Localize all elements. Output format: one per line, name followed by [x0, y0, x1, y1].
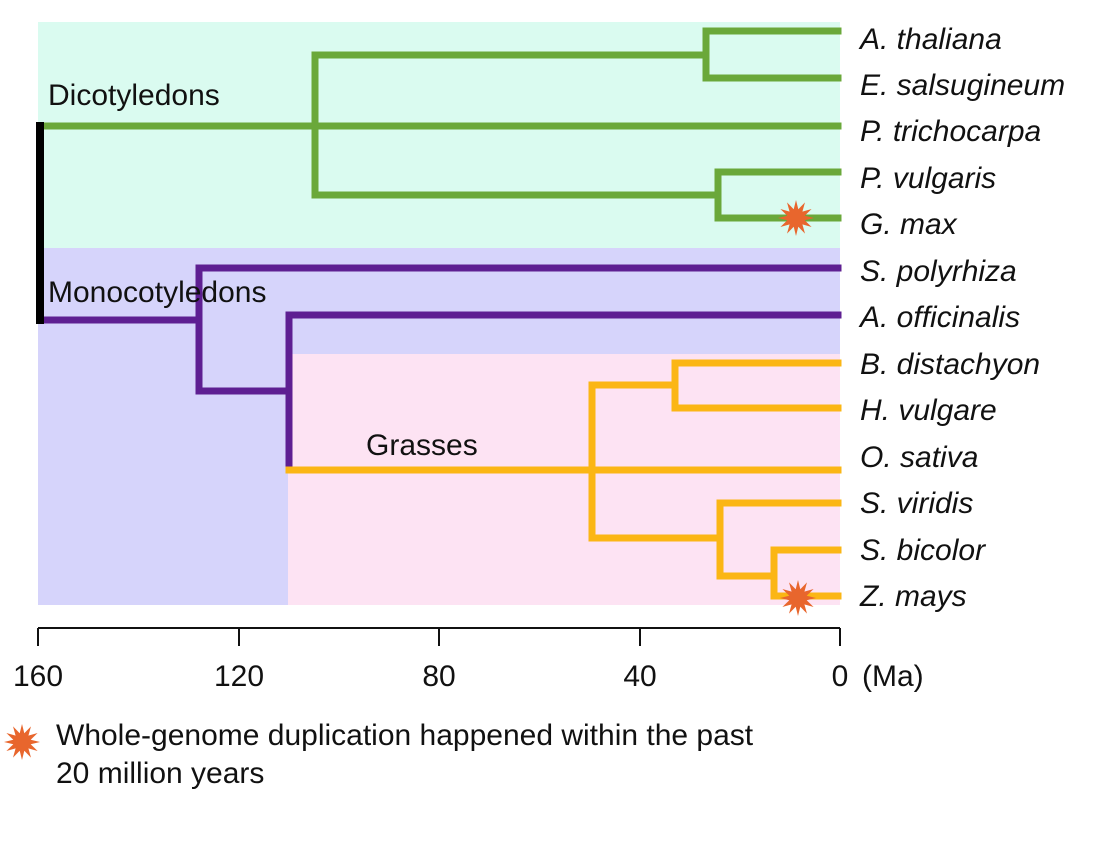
grass-background: [288, 354, 840, 605]
axis-tick-label: 40: [623, 660, 656, 693]
time-axis: [37, 627, 841, 646]
axis-tick-label: 120: [214, 660, 264, 693]
species-label: P. vulgaris: [860, 162, 996, 195]
species-label: B. distachyon: [860, 348, 1040, 381]
axis-unit-label: (Ma): [862, 660, 924, 693]
clade-label-monocots: Monocotyledons: [48, 276, 266, 309]
clade-label-dicots: Dicotyledons: [48, 79, 220, 112]
tree-branches: [36, 27, 842, 600]
axis-tick-label: 0: [832, 660, 849, 693]
legend-line-2: 20 million years: [56, 757, 265, 790]
axis-tick-label: 160: [13, 660, 63, 693]
species-label: S. bicolor: [860, 534, 986, 567]
species-label: A. officinalis: [858, 301, 1020, 334]
species-label: S. polyrhiza: [860, 255, 1017, 288]
species-label: G. max: [860, 208, 958, 241]
legend-star-shape: [4, 724, 40, 760]
species-label: S. viridis: [860, 487, 973, 520]
species-label: E. salsugineum: [860, 69, 1065, 102]
legend-line-1: Whole-genome duplication happened within…: [56, 719, 754, 752]
species-label: A. thaliana: [858, 23, 1002, 56]
species-label: O. sativa: [860, 441, 978, 474]
species-label: P. trichocarpa: [860, 115, 1041, 148]
clade-label-grasses: Grasses: [366, 429, 478, 462]
species-label: H. vulgare: [860, 394, 997, 427]
legend-star-icon: [4, 724, 40, 760]
axis-tick-label: 80: [422, 660, 455, 693]
wgd-star-icon-gmax: [778, 200, 814, 236]
legend-text: Whole-genome duplication happened within…: [56, 717, 956, 793]
wgd-star-icon-zmays: [780, 580, 816, 616]
species-labels: A. thaliana E. salsugineum P. trichocarp…: [858, 23, 1065, 613]
species-label: Z. mays: [859, 580, 967, 613]
